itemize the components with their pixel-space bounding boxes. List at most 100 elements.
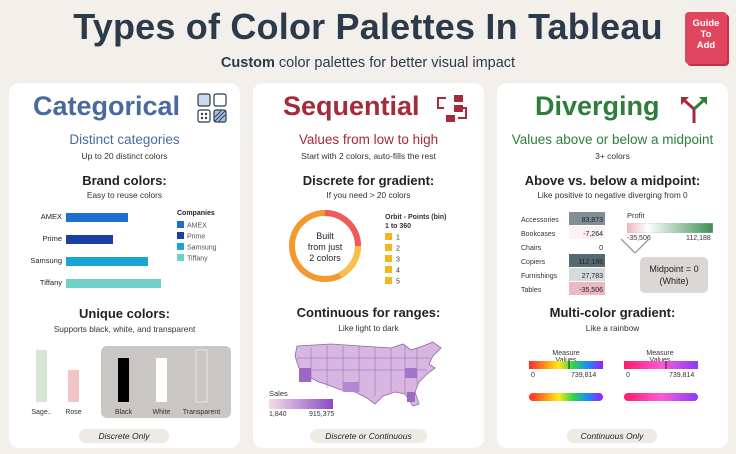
profit-row-name: Furnishings [521, 273, 558, 280]
midpoint-callout: Midpoint = 0 (White) [640, 257, 708, 293]
profit-cell [569, 226, 605, 239]
orbit-legend-swatch [385, 233, 392, 240]
badge-line-2: To [700, 29, 712, 40]
continuous-ranges-sub: Like light to dark [338, 323, 399, 333]
sales-gradient [269, 399, 333, 409]
brand-bar [66, 235, 113, 244]
profit-cell [569, 268, 605, 281]
profit-row-name: Chairs [521, 245, 542, 252]
profit-label: Profit [627, 211, 645, 220]
orbit-legend: 1 2 3 4 5 [385, 233, 400, 286]
subtitle-rest: color palettes for better visual impact [274, 55, 516, 71]
brand-legend-swatch [177, 243, 184, 250]
sequence-icon [437, 95, 467, 122]
multi-color-title: Multi-color gradient: [549, 305, 676, 320]
rainbow-bar-right [624, 393, 698, 401]
brand-legend-label: AMEX [187, 223, 207, 230]
profit-cell [569, 282, 605, 295]
sequential-line1: Values from low to high [298, 132, 439, 147]
profit-cell [569, 212, 605, 225]
orbit-legend-label: 3 [396, 257, 400, 264]
rainbow-gradient-right [624, 361, 698, 369]
brand-colors-sub: Easy to reuse colors [86, 190, 163, 200]
measure-min-right: 0 [626, 372, 630, 379]
measure-label-right: Measure Values [646, 350, 674, 364]
unique-bar [118, 358, 129, 402]
brand-legend-title: Companies [177, 210, 215, 217]
brand-legend-swatch [177, 221, 184, 228]
midpoint-pointer [620, 238, 650, 254]
categorical-card: Categorical Distinct categories Up to 20… [9, 83, 240, 448]
orbit-legend-label: 4 [396, 268, 400, 275]
profit-cell-value: -35,506 [579, 287, 603, 294]
profit-max: 112,188 [686, 235, 711, 242]
rainbow-bar-left [529, 393, 603, 401]
badge-line-1: Guide [692, 18, 720, 29]
diverging-card: Diverging Values above or below a midpoi… [497, 83, 728, 448]
orbit-legend-swatch [385, 244, 392, 251]
unique-bar [195, 349, 208, 403]
sales-max: 915,375 [309, 411, 335, 418]
profit-cell-value: 27,783 [582, 273, 604, 280]
orbit-legend-label: 5 [396, 279, 400, 286]
measure-max-right: 739,814 [669, 372, 695, 379]
donut-text-1: Built [316, 231, 334, 241]
midpoint-line-1: Midpoint = 0 [649, 264, 699, 274]
brand-bar-label: Tiffany [40, 278, 62, 287]
profit-row-name: Copiers [521, 259, 546, 266]
unique-bar [156, 358, 167, 402]
profit-row-name: Accessories [521, 217, 559, 224]
orbit-legend-label: 1 [396, 235, 400, 242]
donut-text-2: from just [308, 242, 343, 252]
orbit-legend-swatch [385, 266, 392, 273]
sales-label: Sales [269, 389, 288, 398]
orbit-legend-label: 2 [396, 246, 400, 253]
orbit-legend-title-1: Orbit - Points (bin) [385, 214, 447, 221]
unique-colors-title: Unique colors: [78, 306, 170, 321]
unique-bar-label: Rose [65, 409, 81, 416]
continuous-ranges-title: Continuous for ranges: [296, 305, 441, 320]
orbit-legend-swatch [385, 277, 392, 284]
profit-cell-value: 0 [599, 245, 603, 252]
profit-row-name: Bookcases [521, 231, 556, 238]
unique-bar-label: Black [115, 409, 133, 416]
categorical-title: Categorical [33, 91, 181, 121]
unique-bar-label: Transparent [183, 409, 221, 416]
categorical-footer: Discrete Only [79, 429, 169, 443]
guide-badge[interactable]: Guide To Add [685, 12, 727, 64]
brand-bar-label: Samsung [30, 256, 62, 265]
profit-cell [569, 254, 605, 267]
profit-min: -35,506 [627, 235, 651, 242]
brand-legend-label: Samsung [187, 245, 217, 252]
brand-bar [66, 279, 161, 288]
rainbow-gradient-left [529, 361, 603, 369]
brand-colors-title: Brand colors: [82, 173, 167, 188]
unique-bar [36, 350, 47, 402]
profit-cell [569, 240, 605, 253]
unique-bar-label: Sage.. [31, 409, 51, 416]
profit-row-name: Tables [521, 287, 542, 294]
brand-legend-swatch [177, 254, 184, 261]
measure-min-left: 0 [531, 372, 535, 379]
brand-legend-label: Tiffany [187, 256, 208, 263]
measure-label-left: Measure Values [552, 350, 580, 364]
diverging-title: Diverging [535, 91, 660, 121]
unique-bar [68, 370, 79, 402]
above-below-sub: Like positive to negative diverging from… [537, 190, 688, 200]
brand-bar-label: AMEX [41, 212, 62, 221]
page-subtitle: Custom color palettes for better visual … [0, 55, 736, 71]
profit-table: Accessories 83,873 Bookcases -7,264 Chairs 0 C… [521, 212, 605, 295]
sequential-title: Sequential [283, 91, 420, 121]
measure-max-left: 739,814 [571, 372, 597, 379]
grid-icon [197, 93, 227, 123]
donut-text-3: 2 colors [309, 253, 341, 263]
midpoint-line-2: (White) [659, 276, 689, 286]
discrete-gradient-sub: If you need > 20 colors [326, 190, 411, 200]
brand-legend-swatch [177, 232, 184, 239]
profit-cell-value: 112,188 [578, 259, 603, 266]
profit-cell-value: 83,873 [582, 217, 604, 224]
brand-bar [66, 213, 128, 222]
categorical-line1: Distinct categories [69, 132, 180, 147]
profit-gradient [627, 223, 713, 233]
sequential-card: Sequential Values from low to high Start… [253, 83, 484, 448]
